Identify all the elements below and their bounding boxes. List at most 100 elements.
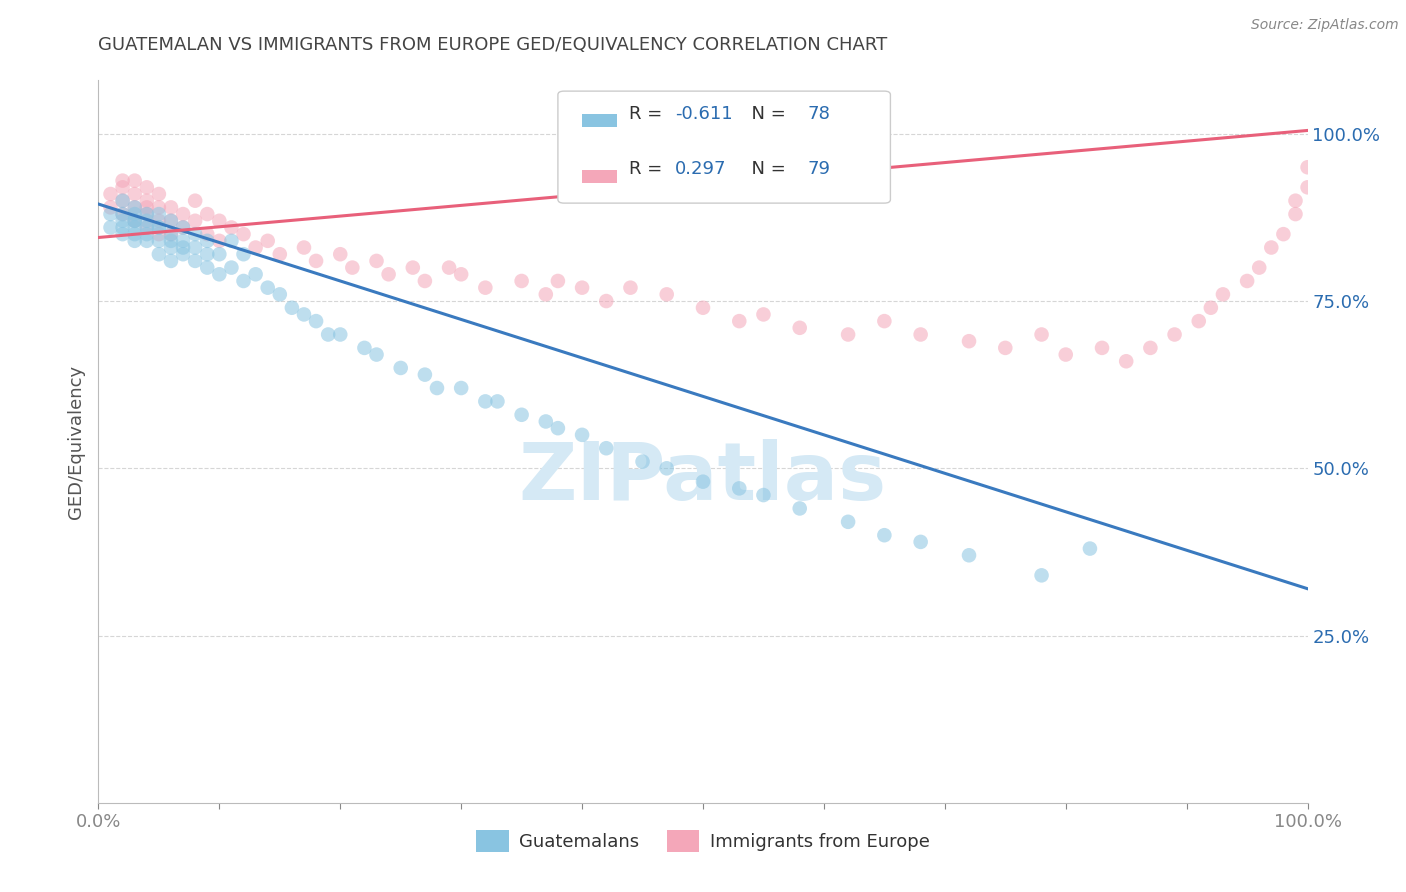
Point	[172, 241, 194, 255]
Point	[208, 214, 231, 228]
Point	[124, 201, 146, 215]
Point	[571, 281, 593, 295]
Point	[148, 234, 170, 248]
Point	[208, 234, 231, 248]
Point	[232, 274, 254, 288]
Point	[135, 227, 157, 242]
Point	[124, 173, 146, 188]
Point	[111, 194, 134, 208]
Point	[148, 201, 170, 215]
Point	[124, 220, 146, 235]
Point	[135, 201, 157, 215]
Point	[269, 287, 291, 301]
Point	[1031, 568, 1053, 582]
Point	[510, 408, 533, 422]
Point	[111, 207, 134, 221]
Point	[172, 207, 194, 221]
Point	[450, 381, 472, 395]
Point	[160, 227, 183, 242]
Point	[595, 442, 617, 455]
Point	[873, 528, 896, 542]
Point	[208, 247, 231, 261]
Point	[1236, 274, 1258, 288]
Point	[486, 394, 509, 409]
Point	[256, 234, 278, 248]
Point	[377, 268, 399, 282]
Point	[160, 241, 183, 255]
Point	[342, 260, 364, 275]
Point	[366, 254, 388, 268]
Point	[316, 327, 339, 342]
Point	[256, 281, 278, 295]
Point	[957, 548, 980, 563]
Point	[402, 260, 425, 275]
Point	[1296, 180, 1319, 194]
Point	[1091, 341, 1114, 355]
Text: 78: 78	[807, 104, 831, 122]
Point	[1212, 287, 1234, 301]
Point	[111, 227, 134, 242]
Point	[1284, 207, 1306, 221]
Point	[752, 488, 775, 502]
Point	[232, 247, 254, 261]
Point	[957, 334, 980, 349]
Point	[124, 234, 146, 248]
Point	[111, 173, 134, 188]
Point	[160, 201, 183, 215]
Point	[111, 194, 134, 208]
Point	[994, 341, 1017, 355]
Point	[172, 220, 194, 235]
Point	[305, 254, 328, 268]
Point	[100, 220, 122, 235]
Point	[292, 307, 315, 322]
Text: -0.611: -0.611	[675, 104, 733, 122]
Point	[160, 227, 183, 242]
Point	[111, 207, 134, 221]
Point	[1249, 260, 1271, 275]
Point	[547, 274, 569, 288]
Point	[534, 287, 557, 301]
Point	[148, 227, 170, 242]
Text: N =: N =	[740, 104, 792, 122]
Point	[172, 234, 194, 248]
Point	[1054, 348, 1077, 362]
Point	[728, 314, 751, 328]
Point	[148, 214, 170, 228]
Point	[135, 207, 157, 221]
Point	[184, 214, 207, 228]
Point	[1199, 301, 1222, 315]
Y-axis label: GED/Equivalency: GED/Equivalency	[66, 365, 84, 518]
Text: GUATEMALAN VS IMMIGRANTS FROM EUROPE GED/EQUIVALENCY CORRELATION CHART: GUATEMALAN VS IMMIGRANTS FROM EUROPE GED…	[98, 36, 887, 54]
Point	[148, 220, 170, 235]
Point	[752, 307, 775, 322]
Point	[1115, 354, 1137, 368]
Point	[172, 220, 194, 235]
Point	[910, 534, 932, 549]
Point	[195, 234, 218, 248]
Point	[728, 482, 751, 496]
Point	[619, 281, 641, 295]
Point	[111, 214, 134, 228]
Text: R =: R =	[628, 161, 668, 178]
Point	[148, 247, 170, 261]
Point	[655, 461, 678, 475]
Point	[221, 260, 243, 275]
Point	[221, 220, 243, 235]
Point	[160, 254, 183, 268]
Point	[172, 247, 194, 261]
Point	[631, 455, 654, 469]
Point	[124, 214, 146, 228]
Point	[100, 207, 122, 221]
Point	[1163, 327, 1185, 342]
Point	[329, 247, 352, 261]
Point	[292, 241, 315, 255]
Point	[111, 180, 134, 194]
Point	[124, 227, 146, 242]
Point	[389, 361, 412, 376]
Text: 0.297: 0.297	[675, 161, 727, 178]
Text: N =: N =	[740, 161, 792, 178]
Point	[160, 234, 183, 248]
Text: R =: R =	[628, 104, 668, 122]
Point	[534, 414, 557, 429]
Point	[437, 260, 460, 275]
